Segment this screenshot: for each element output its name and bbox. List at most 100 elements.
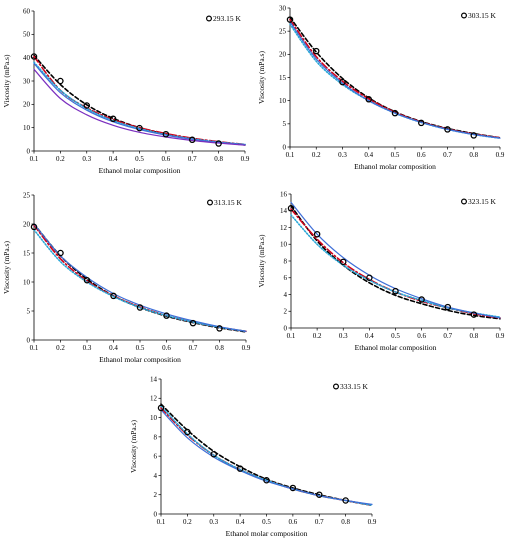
y-tick-label: 8: [154, 433, 158, 441]
y-tick-label: 15: [279, 74, 287, 82]
x-tick-label: 0.2: [183, 518, 192, 526]
series-line-dashdot-red: [160, 407, 373, 507]
x-tick-label: 0.9: [496, 332, 505, 340]
series-line-dot-cyan: [289, 23, 501, 139]
chart-svg: 0.1 0.2 0.3 0.4 0.5 0.6 0.7 0.8 0.9 0 2 4 6 8 10 12 14 16…: [257, 190, 505, 352]
data-point-marker: [109, 115, 117, 123]
x-axis-label: Ethanol molar composition: [355, 343, 437, 352]
series-line-solid-blue: [289, 21, 501, 139]
chart-svg: 0.1 0.2 0.3 0.4 0.5 0.6 0.7 0.8 0.9 0 5 10 15 20 25 30 E…: [257, 4, 505, 171]
legend-label: 303.15 K: [468, 11, 497, 20]
y-tick-label: 12: [280, 224, 288, 232]
y-tick-label: 6: [284, 274, 288, 282]
data-point-marker: [417, 119, 425, 127]
x-tick-label: 0.9: [368, 518, 377, 526]
data-point-marker: [162, 130, 170, 138]
x-tick-label: 0.5: [136, 344, 145, 352]
data-point-marker: [236, 465, 244, 472]
x-axis-label: Ethanol molar composition: [99, 355, 181, 364]
y-tick-label: 14: [280, 207, 288, 215]
y-tick-label: 5: [27, 307, 31, 315]
x-axis-label: Ethanol molar composition: [99, 166, 181, 175]
series-line-dash-black: [33, 54, 246, 146]
chart-panel-303-k: 0.1 0.2 0.3 0.4 0.5 0.6 0.7 0.8 0.9 0 5 10 15 20 25 30 E…: [255, 0, 510, 185]
y-tick-label: 16: [280, 190, 288, 198]
data-point-marker: [57, 249, 64, 257]
data-point-marker: [313, 230, 321, 238]
y-axis-label: Viscosity (mPa.s): [129, 420, 138, 473]
x-tick-label: 0.3: [82, 155, 91, 163]
data-point-marker: [470, 311, 478, 318]
y-tick-label: 20: [23, 220, 31, 228]
x-tick-label: 0.3: [338, 151, 347, 159]
series-line-dashdot-red: [290, 208, 501, 319]
data-point-marker: [313, 47, 320, 55]
y-tick-label: 5: [283, 120, 287, 128]
y-tick-label: 6: [154, 453, 158, 461]
data-point-marker: [188, 136, 196, 144]
y-tick-label: 10: [279, 97, 287, 105]
y-tick-label: 10: [23, 124, 31, 132]
x-tick-label: 0.3: [339, 332, 348, 340]
x-tick-label: 0.7: [443, 151, 452, 159]
series-line-dash-black: [160, 403, 373, 507]
legend-label: 313.15 K: [214, 198, 243, 207]
x-tick-label: 0.1: [157, 518, 166, 526]
y-tick-label: 25: [279, 28, 287, 36]
x-tick-label: 0.8: [215, 344, 224, 352]
data-point-marker: [366, 274, 373, 282]
y-tick-label: 10: [280, 241, 288, 249]
x-tick-label: 0.3: [209, 518, 218, 526]
y-tick-label: 12: [150, 395, 158, 403]
x-tick-label: 0.7: [189, 344, 198, 352]
y-tick-label: 50: [23, 31, 31, 39]
x-tick-label: 0.8: [469, 151, 478, 159]
data-point-marker: [110, 292, 117, 300]
series-line-solid-purple: [33, 68, 246, 146]
chart-svg: 0.1 0.2 0.3 0.4 0.5 0.6 0.7 0.8 0.9 0 5 10 15 20 25 Eth…: [2, 191, 251, 364]
x-tick-label: 0.4: [109, 344, 118, 352]
data-point-marker: [136, 124, 143, 132]
series-line-dot-cyan: [33, 229, 247, 333]
x-tick-label: 0.5: [135, 155, 144, 163]
series-line-dash-black: [289, 16, 501, 139]
data-point-marker: [444, 303, 451, 311]
x-tick-label: 0.4: [364, 151, 373, 159]
series-line-dash-black: [290, 204, 501, 320]
y-tick-label: 0: [283, 143, 287, 151]
y-tick-label: 2: [284, 308, 288, 316]
x-tick-label: 0.2: [56, 344, 65, 352]
chart-panel-333-k: 0.1 0.2 0.3 0.4 0.5 0.6 0.7 0.8 0.9 0 2 4 6 8 10 12 14 Et…: [127, 365, 382, 550]
legend-label: 293.15 K: [213, 14, 242, 23]
data-point-marker: [391, 109, 399, 117]
legend-marker: [461, 12, 468, 19]
x-tick-label: 0.3: [83, 344, 92, 352]
data-point-marker: [189, 319, 197, 327]
series-line-dot-cyan: [160, 405, 373, 507]
data-point-marker: [83, 102, 91, 109]
legend-marker: [333, 383, 340, 390]
x-tick-label: 0.8: [214, 155, 223, 163]
chart-svg: 0.1 0.2 0.3 0.4 0.5 0.6 0.7 0.8 0.9 0 10 20 30 40 50 60…: [2, 7, 250, 175]
data-point-marker: [315, 491, 323, 498]
y-axis-label: Viscosity (mPa.s): [257, 234, 266, 287]
data-point-marker: [444, 126, 451, 133]
x-tick-label: 0.7: [188, 155, 197, 163]
y-tick-label: 10: [23, 278, 31, 286]
data-point-marker: [342, 497, 349, 504]
x-tick-label: 0.2: [313, 332, 322, 340]
data-point-marker: [57, 77, 64, 85]
data-point-marker: [340, 258, 347, 266]
x-tick-label: 0.9: [242, 344, 251, 352]
x-tick-label: 0.6: [417, 151, 426, 159]
x-axis-label: Ethanol molar composition: [226, 529, 308, 538]
y-tick-label: 4: [284, 291, 288, 299]
y-tick-label: 60: [23, 7, 31, 15]
series-line-dashdot-red: [33, 224, 247, 333]
y-axis-label: Viscosity (mPa.s): [2, 54, 11, 107]
legend-marker: [206, 15, 213, 22]
data-point-marker: [418, 296, 425, 303]
y-tick-label: 20: [279, 51, 287, 59]
series-line-solid-blue: [290, 201, 501, 319]
data-point-marker: [470, 132, 477, 139]
